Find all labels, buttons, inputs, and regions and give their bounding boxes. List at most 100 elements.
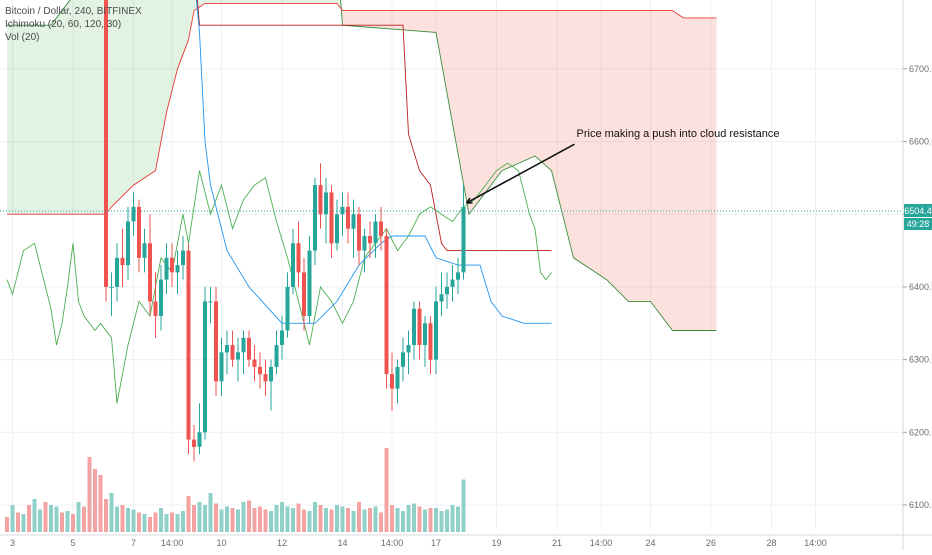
time-axis-label: 28 [766, 538, 776, 548]
candle-body [318, 185, 323, 215]
candle-body [417, 308, 422, 345]
time-axis-label: 14:00 [161, 538, 184, 548]
time-axis-label: 19 [491, 538, 501, 548]
price-axis-label: 6100.0 [909, 500, 932, 510]
volume-bar [384, 448, 389, 532]
candle-body [357, 214, 361, 251]
time-axis-label: 14 [337, 538, 347, 548]
volume-bar [60, 512, 64, 532]
cloud-bullish [7, 0, 342, 215]
volume-bar [159, 508, 163, 532]
time-axis-label: 5 [70, 538, 75, 548]
volume-bar [49, 505, 53, 532]
volume-bar [131, 509, 136, 532]
volume-bar [346, 508, 350, 532]
volume-bar [302, 509, 306, 532]
volume-bar [115, 506, 119, 532]
candle-body [109, 286, 114, 288]
candle-body [197, 432, 202, 447]
candle-body [291, 243, 295, 287]
volume-bar [368, 508, 372, 532]
ichimoku-indicator-label[interactable]: Ichimoku (20, 60, 120, 30) [5, 19, 122, 30]
candle-body [384, 236, 389, 375]
candle-body [302, 272, 306, 316]
candle-body [126, 221, 130, 266]
volume-bar [38, 509, 42, 532]
candle-body [181, 250, 185, 266]
volume-bar [335, 505, 339, 532]
candle-body [445, 286, 449, 295]
volume-bar [104, 499, 108, 532]
volume-bar [445, 509, 449, 532]
candle-body [439, 294, 444, 302]
volume-bar [450, 505, 455, 532]
volume-bar [208, 493, 213, 532]
candle-body [379, 221, 383, 236]
time-axis-label: 17 [431, 538, 441, 548]
price-axis-label: 6700.0 [909, 64, 932, 74]
volume-bar [313, 502, 317, 532]
volume-bar [401, 511, 405, 532]
volume-bar [274, 505, 279, 532]
volume-bar [87, 457, 92, 532]
volume-bar [329, 509, 334, 532]
candle-body [192, 439, 196, 447]
volume-bar [318, 505, 323, 532]
candle-body [225, 345, 229, 353]
volume-bar [439, 511, 444, 532]
volume-bar [142, 514, 147, 532]
time-axis-label: 26 [706, 538, 716, 548]
candle-body [335, 214, 339, 244]
volume-bar [186, 496, 191, 532]
candle-body [142, 243, 147, 258]
candle-body [137, 206, 141, 258]
price-axis-label: 6600.0 [909, 137, 932, 147]
candle-body [219, 352, 224, 382]
cloud-bearish [342, 10, 717, 331]
candle-body [247, 337, 251, 360]
last-price-badge [904, 204, 932, 218]
candle-body [351, 214, 356, 229]
volume-bar [32, 499, 37, 532]
time-axis-label: 21 [552, 538, 562, 548]
volume-bar [285, 506, 290, 532]
volume-bar [192, 505, 196, 532]
symbol-title[interactable]: Bitcoin / Dollar, 240, BITFINEX [5, 6, 142, 17]
candle-body [450, 279, 455, 287]
time-axis-label: 14:00 [804, 538, 827, 548]
volume-bar [258, 506, 262, 532]
time-axis-label: 24 [645, 538, 655, 548]
candle-body [104, 0, 108, 287]
volume-bar [10, 505, 15, 532]
volume-bar [225, 506, 229, 532]
candle-body [203, 301, 207, 433]
volume-bar [16, 512, 20, 532]
candle-body [313, 185, 317, 251]
candle-body [170, 257, 174, 273]
candle-body [131, 206, 136, 222]
volume-bar [324, 508, 328, 532]
volume-bar [417, 506, 422, 532]
volume-bar [269, 511, 273, 532]
candle-body [274, 345, 279, 367]
candle-body [280, 330, 284, 345]
volume-bar [461, 479, 466, 532]
base-line [196, 0, 552, 252]
volume-bar [93, 469, 97, 532]
candle-body [307, 250, 312, 316]
annotation-arrow-head [465, 197, 473, 204]
volume-bar [175, 514, 180, 532]
volume-indicator-label[interactable]: Vol (20) [5, 32, 40, 43]
volume-bar [148, 517, 152, 532]
candle-body [214, 301, 218, 382]
volume-bar [296, 503, 301, 532]
leading-span-b [7, 2, 717, 215]
candle-body [252, 359, 257, 367]
volume-bar [291, 508, 295, 532]
volume-bar [5, 517, 9, 532]
time-axis-label: 14:00 [590, 538, 613, 548]
candle-body [395, 366, 400, 389]
candle-body [390, 374, 394, 389]
